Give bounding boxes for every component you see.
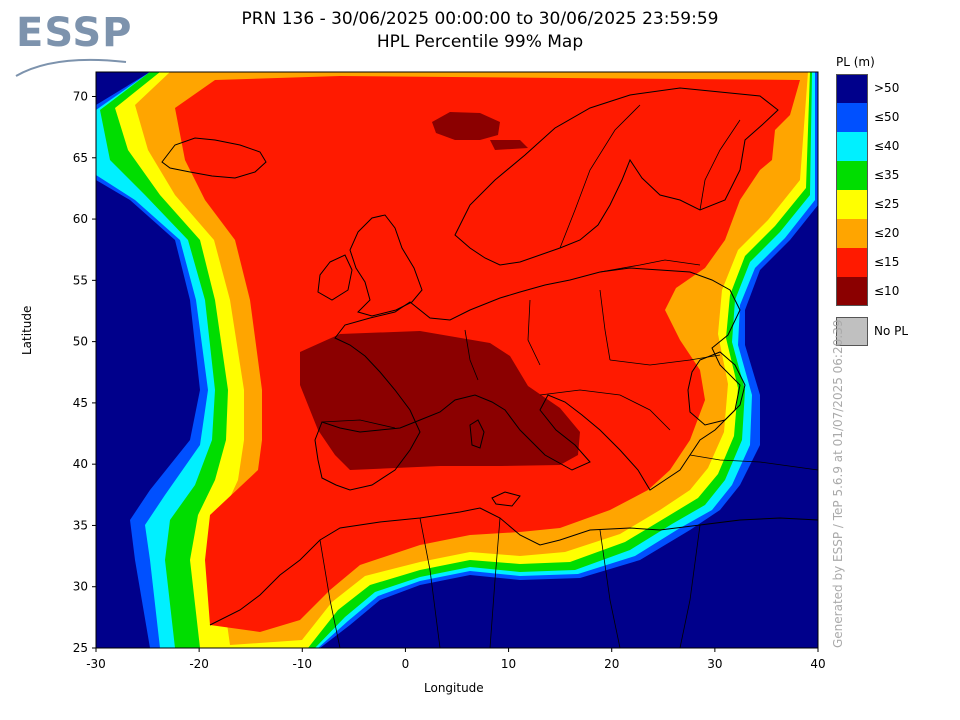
y-tick-label: 30: [73, 580, 88, 594]
x-tick-label: 10: [501, 657, 516, 671]
legend-item: >50: [836, 74, 956, 103]
legend-swatch: [836, 132, 868, 161]
legend-item: ≤10: [836, 277, 956, 306]
legend-swatch: [836, 190, 868, 219]
legend-label: ≤20: [874, 226, 900, 240]
legend-title: PL (m): [836, 55, 875, 69]
x-tick-label: 0: [402, 657, 410, 671]
plot-frame: [95, 71, 819, 649]
legend-label: >50: [874, 81, 900, 95]
x-tick-label: -10: [292, 657, 312, 671]
y-tick-label: 45: [73, 396, 88, 410]
logo-text: ESSP: [16, 10, 133, 56]
border-germany-poland: [527, 299, 541, 366]
coast-north-africa: [209, 507, 818, 626]
legend-item: ≤50: [836, 103, 956, 132]
coast-iceland: [161, 137, 267, 179]
essp-logo: ESSP: [14, 10, 134, 82]
legend-no-pl-label: No PL: [874, 324, 909, 338]
map-title: PRN 136 - 30/06/2025 00:00:00 to 30/06/2…: [241, 9, 719, 29]
generated-by-watermark: Generated by ESSP / TeP 5.6.9 at 01/07/2…: [831, 319, 845, 648]
x-tick-label: 20: [604, 657, 619, 671]
legend-label: ≤10: [874, 284, 900, 298]
legend-label: ≤50: [874, 110, 900, 124]
x-tick-label: -30: [86, 657, 106, 671]
y-tick-label: 40: [73, 457, 88, 471]
border-finland-russia: [699, 119, 741, 211]
x-axis: -30 -20 -10 0 10 20 30 40: [86, 648, 826, 671]
x-tick-label: -20: [189, 657, 209, 671]
legend-swatch: [836, 277, 868, 306]
legend-item: ≤15: [836, 248, 956, 277]
x-axis-label: Longitude: [424, 681, 484, 695]
legend-label: ≤40: [874, 139, 900, 153]
x-tick-label: 40: [810, 657, 825, 671]
border-france-spain: [321, 419, 396, 429]
legend-label: ≤35: [874, 168, 900, 182]
border-balkans: [539, 389, 671, 431]
border-baltics: [599, 259, 701, 273]
y-tick-label: 50: [73, 335, 88, 349]
legend-swatch: [836, 161, 868, 190]
legend-item: ≤35: [836, 161, 956, 190]
y-tick-label: 25: [73, 641, 88, 655]
border-poland-east: [599, 289, 611, 361]
legend-item: ≤40: [836, 132, 956, 161]
y-tick-label: 60: [73, 212, 88, 226]
y-tick-label: 65: [73, 151, 88, 165]
region-le-10-north-small: [490, 140, 528, 150]
legend-item: ≤25: [836, 190, 956, 219]
legend-swatch: [836, 219, 868, 248]
region-le-10-central: [300, 331, 580, 470]
hpl-contours: [96, 72, 818, 648]
border-ukraine: [609, 354, 721, 366]
y-tick-label: 55: [73, 273, 88, 287]
legend-frame: [836, 74, 868, 306]
y-axis-label: Latitude: [20, 305, 34, 355]
legend-label: ≤25: [874, 197, 900, 211]
legend-label: ≤15: [874, 255, 900, 269]
legend-item: ≤20: [836, 219, 956, 248]
country-borders: [319, 104, 818, 648]
border-maghreb: [319, 517, 701, 648]
y-axis: 25 30 35 40 45 50 55 60 65 70: [73, 90, 96, 655]
coast-italy-islands: [469, 419, 521, 507]
legend-swatch: [836, 103, 868, 132]
x-tick-label: 30: [707, 657, 722, 671]
legend-swatch: [836, 248, 868, 277]
legend-swatch: [836, 74, 868, 103]
coast-mainland-europe: [314, 267, 741, 491]
y-tick-label: 70: [73, 90, 88, 104]
coast-black-sea: [687, 351, 746, 426]
border-france-germany: [464, 329, 479, 381]
region-le-10-north: [432, 112, 500, 140]
border-sweden-norway: [559, 104, 641, 249]
border-turkey: [689, 454, 818, 471]
legend-no-pl-swatch: [836, 317, 868, 346]
map-subtitle: HPL Percentile 99% Map: [376, 32, 584, 52]
y-tick-label: 35: [73, 518, 88, 532]
logo-swoosh: [15, 58, 127, 77]
coast-ireland: [317, 254, 353, 301]
